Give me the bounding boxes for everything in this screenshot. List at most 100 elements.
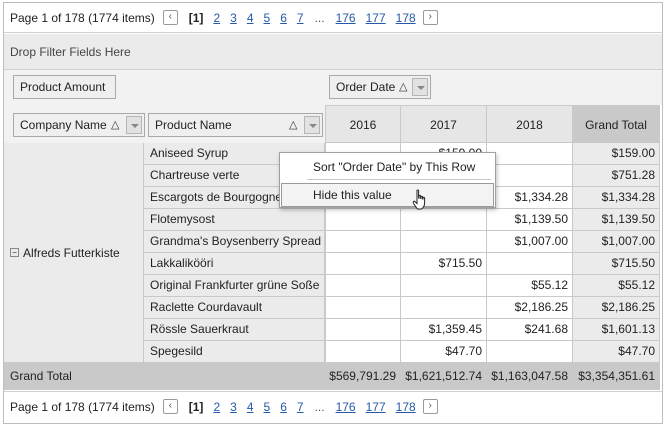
page-link[interactable]: 177 bbox=[365, 399, 386, 414]
page-link[interactable]: 6 bbox=[280, 399, 287, 414]
page-link[interactable]: 2 bbox=[213, 10, 221, 25]
page-link[interactable]: 7 bbox=[296, 399, 304, 414]
grand-total-2017: $1,621,512.74 bbox=[401, 363, 487, 390]
cell-2017: $47.70 bbox=[401, 341, 487, 363]
grand-total-label: Grand Total bbox=[4, 363, 325, 390]
current-page: [1] bbox=[188, 399, 204, 414]
cell-2016 bbox=[325, 341, 401, 363]
sort-ascending-icon: △ bbox=[111, 119, 120, 131]
current-page: [1] bbox=[188, 10, 204, 25]
cell-row-total: $47.70 bbox=[573, 341, 660, 363]
cell-2016 bbox=[325, 209, 401, 231]
cell-2017: $715.50 bbox=[401, 253, 487, 275]
prev-page-button[interactable]: ‹ bbox=[162, 399, 178, 414]
cell-row-total: $55.12 bbox=[573, 275, 660, 297]
pager-ellipsis: ... bbox=[314, 10, 325, 25]
column-header-2016[interactable]: 2016 bbox=[325, 105, 401, 143]
cell-2017: $1,359.45 bbox=[401, 319, 487, 341]
cell-2018: $2,186.25 bbox=[487, 297, 573, 319]
cell-2018: $55.12 bbox=[487, 275, 573, 297]
hand-cursor-icon bbox=[412, 189, 426, 210]
row-header-product[interactable]: Rössle Sauerkraut bbox=[144, 319, 325, 341]
cell-2018: $1,139.50 bbox=[487, 209, 573, 231]
page-link[interactable]: 5 bbox=[263, 10, 271, 25]
field-label: Company Name bbox=[20, 118, 107, 132]
data-field-product-amount[interactable]: Product Amount bbox=[13, 75, 116, 99]
pager-ellipsis: ... bbox=[314, 399, 325, 414]
pager-bottom: Page 1 of 178 (1774 items) ‹ [1] 2 3 4 5… bbox=[4, 391, 662, 421]
field-label: Product Amount bbox=[20, 80, 106, 94]
next-page-button[interactable]: › bbox=[422, 399, 438, 414]
cell-2016 bbox=[325, 231, 401, 253]
cell-2016 bbox=[325, 297, 401, 319]
row-header-product[interactable]: Grandma's Boysenberry Spread bbox=[144, 231, 325, 253]
sort-ascending-icon: △ bbox=[289, 119, 298, 131]
row-header-product[interactable]: Lakkalikööri bbox=[144, 253, 325, 275]
cell-row-total: $715.50 bbox=[573, 253, 660, 275]
row-field-product-name[interactable]: Product Name △ bbox=[148, 113, 323, 137]
grand-total-overall: $3,354,351.61 bbox=[573, 363, 660, 390]
cell-2018 bbox=[487, 341, 573, 363]
row-header-company[interactable]: − Alfreds Futterkiste bbox=[4, 143, 144, 363]
page-link[interactable]: 4 bbox=[246, 399, 254, 414]
cell-row-total: $159.00 bbox=[573, 143, 660, 165]
page-link[interactable]: 7 bbox=[296, 10, 304, 25]
context-menu: Sort "Order Date" by This Row Hide this … bbox=[279, 152, 496, 208]
column-header-grand-total: Grand Total bbox=[573, 105, 660, 143]
field-label: Product Name bbox=[155, 118, 232, 132]
cell-2016 bbox=[325, 253, 401, 275]
row-header-product[interactable]: Raclette Courdavault bbox=[144, 297, 325, 319]
grand-total-2018: $1,163,047.58 bbox=[487, 363, 573, 390]
cell-row-total: $1,007.00 bbox=[573, 231, 660, 253]
collapse-icon[interactable]: − bbox=[10, 248, 19, 257]
cell-row-total: $751.28 bbox=[573, 165, 660, 187]
cell-row-total: $2,186.25 bbox=[573, 297, 660, 319]
filter-dropdown-icon[interactable] bbox=[412, 78, 428, 96]
row-header-product[interactable]: Spegesild bbox=[144, 341, 325, 363]
hide-value-menu-item[interactable]: Hide this value bbox=[281, 183, 494, 207]
row-header-product[interactable]: Flotemysost bbox=[144, 209, 325, 231]
cell-2018 bbox=[487, 165, 573, 187]
pager-top: Page 1 of 178 (1774 items) ‹ [1] 2 3 4 5… bbox=[4, 3, 662, 33]
company-name: Alfreds Futterkiste bbox=[23, 245, 120, 260]
cell-2018: $1,334.28 bbox=[487, 187, 573, 209]
page-link[interactable]: 178 bbox=[395, 399, 416, 414]
page-link[interactable]: 3 bbox=[230, 10, 237, 25]
cell-2018: $1,007.00 bbox=[487, 231, 573, 253]
column-field-order-date[interactable]: Order Date △ bbox=[329, 75, 431, 99]
cell-2017 bbox=[401, 209, 487, 231]
pager-summary: Page 1 of 178 (1774 items) bbox=[10, 10, 155, 25]
column-header-2018[interactable]: 2018 bbox=[487, 105, 573, 143]
filter-dropdown-icon[interactable] bbox=[304, 116, 320, 134]
pager-summary: Page 1 of 178 (1774 items) bbox=[10, 399, 155, 414]
cell-row-total: $1,601.13 bbox=[573, 319, 660, 341]
page-link[interactable]: 2 bbox=[213, 399, 221, 414]
cell-row-total: $1,139.50 bbox=[573, 209, 660, 231]
cell-2017 bbox=[401, 297, 487, 319]
page-link[interactable]: 177 bbox=[365, 10, 386, 25]
page-link[interactable]: 178 bbox=[395, 10, 416, 25]
page-link[interactable]: 6 bbox=[280, 10, 287, 25]
column-header-2017[interactable]: 2017 bbox=[401, 105, 487, 143]
menu-separator bbox=[307, 179, 491, 180]
field-label: Order Date bbox=[336, 80, 396, 94]
cell-2018: $241.68 bbox=[487, 319, 573, 341]
cell-2017 bbox=[401, 231, 487, 253]
row-field-company-name[interactable]: Company Name △ bbox=[13, 113, 145, 137]
page-link[interactable]: 176 bbox=[335, 399, 356, 414]
pivot-grid: Page 1 of 178 (1774 items) ‹ [1] 2 3 4 5… bbox=[3, 2, 663, 424]
page-link[interactable]: 5 bbox=[263, 399, 271, 414]
page-link[interactable]: 4 bbox=[246, 10, 254, 25]
sort-ascending-icon: △ bbox=[399, 81, 408, 93]
row-header-product[interactable]: Original Frankfurter grüne Soße bbox=[144, 275, 325, 297]
cell-2016 bbox=[325, 275, 401, 297]
cell-2018 bbox=[487, 143, 573, 165]
page-link[interactable]: 176 bbox=[335, 10, 356, 25]
sort-by-row-menu-item[interactable]: Sort "Order Date" by This Row bbox=[313, 160, 476, 174]
prev-page-button[interactable]: ‹ bbox=[162, 10, 178, 25]
filter-drop-zone[interactable]: Drop Filter Fields Here bbox=[4, 34, 662, 70]
filter-dropdown-icon[interactable] bbox=[126, 116, 142, 134]
page-link[interactable]: 3 bbox=[230, 399, 237, 414]
cell-2016 bbox=[325, 319, 401, 341]
next-page-button[interactable]: › bbox=[422, 10, 438, 25]
